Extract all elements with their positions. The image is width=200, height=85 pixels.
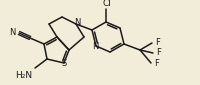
Text: S: S [61, 59, 66, 69]
Text: F: F [155, 49, 160, 57]
Text: N: N [10, 28, 16, 37]
Text: N: N [91, 42, 98, 52]
Text: F: F [153, 58, 158, 67]
Text: H₂N: H₂N [15, 71, 32, 80]
Text: Cl: Cl [102, 0, 111, 8]
Text: F: F [154, 39, 159, 48]
Text: N: N [73, 19, 80, 28]
